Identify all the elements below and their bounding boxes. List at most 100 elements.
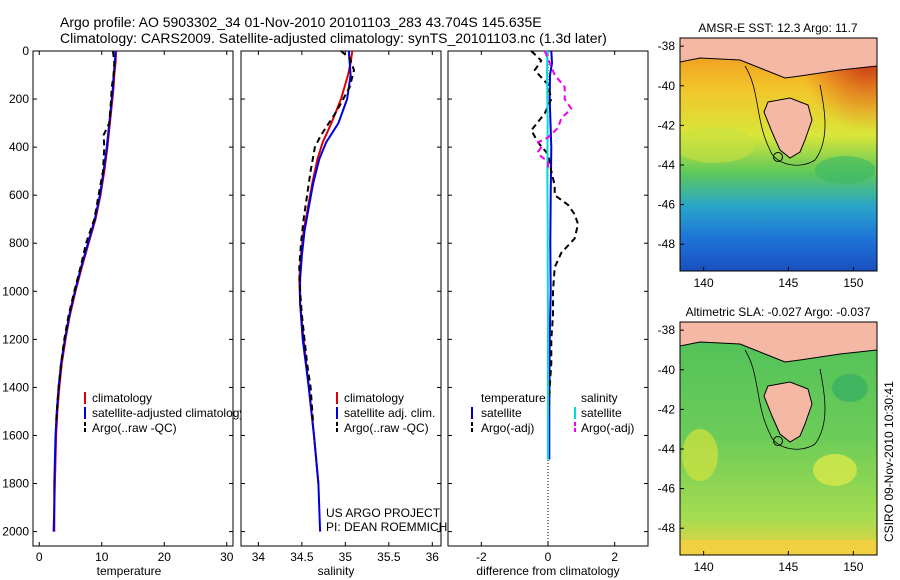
map-y-tick-label: -46 [658,198,676,212]
title-line-1: Argo profile: AO 5903302_34 01-Nov-2010 … [60,14,542,30]
float-position-marker [773,436,783,446]
map-y-tick-label: -44 [658,442,676,456]
sla-map: Altimetric SLA: -0.027 Argo: -0.037 140 1… [658,305,878,574]
x-tick-label: 30 [220,550,234,564]
map-y-tick-label: -46 [658,482,676,496]
sla-blob [813,454,857,486]
map-y-tick-label: -38 [658,323,676,337]
sla-map-box [679,321,878,556]
temperature-xlabel: temperature [97,564,162,578]
map-x-tick-label: 145 [778,560,798,574]
difference-legend: temperature salinity satellite Argo(-adj… [471,391,634,435]
sla-map-title: Altimetric SLA: -0.027 Argo: -0.037 [686,305,871,319]
y-tick-label: 800 [9,236,29,250]
legend-label-argo: Argo(..raw -QC) [92,421,177,435]
sla-blob [832,374,868,402]
salinity-ticks: 34 34.5 35 35.5 36 [241,50,441,564]
legend-label-satellite: satellite-adjusted climatology [92,406,245,420]
depth-contour [744,349,826,450]
sst-map-title: AMSR-E SST: 12.3 Argo: 11.7 [698,21,858,35]
legend-label-climatology: climatology [344,391,404,405]
sst-map-ticks: 140 145 150 -38 -40 -42 -44 -46 -48 [658,39,864,290]
temperature-axes-box [32,50,234,547]
x-tick-label: 0 [545,550,552,564]
mainland-shape [680,38,877,79]
temperature-lines [52,50,118,532]
difference-panel: -2 0 2 difference from climatology tempera… [447,50,649,578]
map-y-tick-label: -48 [658,521,676,535]
title-line-2: Climatology: CARS2009. Satellite-adjuste… [60,30,607,46]
sst-map-field [680,38,877,271]
float-position-marker [773,152,783,162]
sst-map-box [679,37,878,272]
difference-xlabel: difference from climatology [476,564,619,578]
y-tick-label: 1400 [2,380,29,394]
legend-label-sal-satellite: satellite [581,406,622,420]
salinity-axes-box [240,50,442,547]
x-tick-label: 34 [252,550,266,564]
x-tick-label: 35 [339,550,353,564]
temperature-panel: 0 10 20 30 0 200 400 600 800 1000 1200 1400 1600 1800… [2,44,245,578]
map-y-tick-label: -40 [658,79,676,93]
map-y-tick-label: -40 [658,363,676,377]
project-label: US ARGO PROJECT [326,506,441,520]
y-tick-label: 2000 [2,525,29,539]
x-tick-label: 36 [426,550,440,564]
sst-blob [680,127,755,163]
map-y-tick-label: -44 [658,158,676,172]
salinity-lines [298,50,355,532]
map-y-tick-label: -42 [658,402,676,416]
sst-map: AMSR-E SST: 12.3 Argo: 11.7 140 145 150 -38… [658,21,878,290]
sla-blob [682,429,718,481]
temperature-legend: climatology satellite-adjusted climatolo… [84,391,245,435]
map-y-tick-label: -48 [658,237,676,251]
sla-bottom-band [680,540,877,555]
sla-map-field [680,322,877,555]
series-line-salinity-argo-adj [537,50,573,172]
salinity-legend: climatology satellite adj. clim. Argo(..… [336,391,435,435]
difference-lines [530,50,579,460]
legend-label-temp-satellite: satellite [481,406,522,420]
y-tick-label: 600 [9,188,29,202]
tasmania-shape [763,97,813,159]
legend-label-argo: Argo(..raw -QC) [344,421,429,435]
y-tick-label: 1000 [2,284,29,298]
mainland-shape [680,322,877,363]
legend-label-climatology: climatology [92,391,152,405]
map-x-tick-label: 150 [843,560,863,574]
x-tick-label: 2 [611,550,618,564]
depth-contour [744,65,826,166]
y-tick-label: 1800 [2,477,29,491]
sst-blob [815,156,875,184]
series-line-satellite-adj-clim [299,50,352,532]
legend-label-temp-argo: Argo(-adj) [481,421,534,435]
y-tick-label: 200 [9,92,29,106]
x-tick-label: -2 [476,550,487,564]
map-x-tick-label: 145 [778,276,798,290]
y-tick-label: 400 [9,140,29,154]
series-line-salinity-satellite [546,50,549,460]
series-line-argo-raw-qc [298,50,355,424]
legend-header-temperature: temperature [481,391,546,405]
salinity-panel: 34 34.5 35 35.5 36 salinity climatology sate… [240,50,447,578]
x-tick-label: 20 [158,550,172,564]
map-x-tick-label: 140 [694,560,714,574]
series-line-argo-raw-qc [55,50,116,424]
legend-label-sal-argo: Argo(-adj) [581,421,634,435]
legend-label-satellite: satellite adj. clim. [344,406,435,420]
tasmania-shape [763,381,813,443]
side-timestamp-label: CSIRO 09-Nov-2010 10:30:41 [882,381,896,542]
pi-label: PI: DEAN ROEMMICH [326,520,447,534]
series-line-temperature-satellite [548,50,553,460]
y-tick-label: 0 [22,44,29,58]
x-tick-label: 10 [95,550,109,564]
legend-header-salinity: salinity [581,391,618,405]
temperature-ticks: 0 10 20 30 0 200 400 600 800 1000 1200 1400 1600 1800… [2,44,233,564]
y-tick-label: 1600 [2,428,29,442]
x-tick-label: 34.5 [290,550,314,564]
y-tick-label: 1200 [2,332,29,346]
x-tick-label: 35.5 [377,550,401,564]
map-x-tick-label: 140 [694,276,714,290]
map-x-tick-label: 150 [843,276,863,290]
